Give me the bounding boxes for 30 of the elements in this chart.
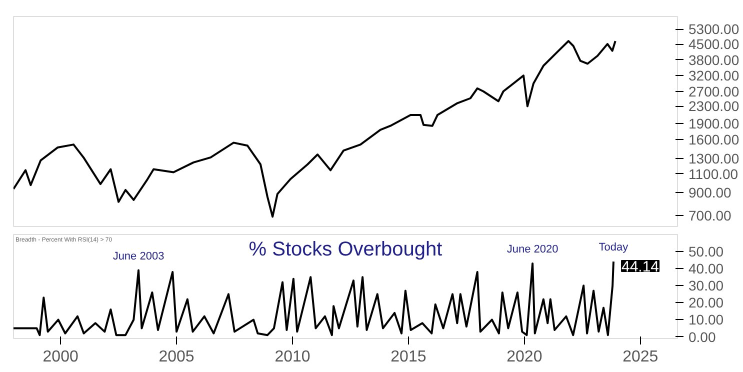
y-tick-label: 2700.00 [688, 83, 740, 100]
x-tick-label: 2015 [390, 348, 426, 366]
y-tick-label: 1100.00 [688, 166, 738, 182]
y-tick-label: 700.00 [688, 208, 732, 224]
data-label: 44.14 [621, 258, 660, 276]
y-tick-label: 3800.00 [688, 52, 740, 68]
annotation: June 2020 [506, 243, 558, 256]
annotation: Today [598, 242, 629, 254]
y-tick-label: 5300.00 [688, 21, 740, 38]
y-tick-label: 10.00 [688, 312, 724, 328]
chart-title: % Stocks Overbought [248, 238, 443, 260]
x-tick-label: 2005 [158, 348, 194, 366]
y-tick-label: 50.00 [688, 244, 724, 260]
x-tick-label: 2020 [506, 348, 542, 366]
y-tick-label: 20.00 [688, 294, 724, 311]
y-tick-label: 1900.00 [688, 116, 740, 132]
annotation: June 2003 [112, 250, 164, 262]
y-tick-label: 1300.00 [688, 150, 740, 167]
x-tick-label: 2010 [274, 348, 310, 366]
x-tick-label: 2000 [42, 348, 78, 366]
y-tick-label: 4500.00 [688, 36, 740, 52]
y-tick-label: 2300.00 [688, 98, 740, 114]
y-tick-label: 30.00 [688, 278, 724, 294]
line-series [14, 40, 616, 218]
y-tick-label: 40.00 [688, 260, 724, 277]
x-tick-label: 2025 [622, 348, 658, 366]
y-tick-label: 1600.00 [688, 131, 740, 148]
y-tick-label: 3200.00 [688, 68, 740, 84]
y-tick-label: 900.00 [688, 184, 732, 200]
y-tick-label: 0.00 [688, 328, 716, 345]
